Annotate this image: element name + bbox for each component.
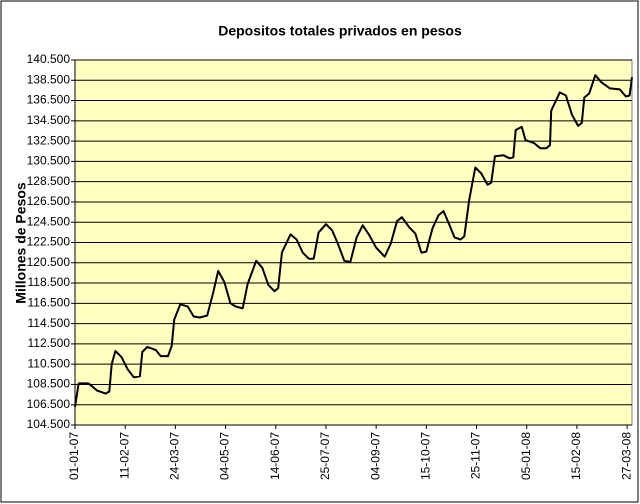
x-tick-label: 25-07-07	[318, 432, 332, 480]
x-tick-label: 24-03-07	[168, 432, 182, 480]
y-tick-label: 122.500	[27, 235, 71, 249]
data-line	[74, 74, 633, 407]
x-tick-label: 04-05-07	[218, 432, 232, 480]
y-tick-label: 104.500	[27, 417, 71, 431]
x-tick-label: 15-10-07	[419, 432, 433, 480]
y-tick-label: 138.500	[27, 72, 71, 86]
x-tick-label: 25-11-07	[469, 432, 483, 479]
x-tick-label: 11-02-07	[117, 432, 131, 479]
x-tick-label: 27-03-08	[619, 432, 633, 480]
x-tick-label: 15-02-08	[569, 432, 583, 480]
x-tick-label: 04-09-07	[368, 432, 382, 480]
x-tick-label: 05-01-08	[519, 432, 533, 480]
y-tick-label: 108.500	[27, 377, 71, 391]
chart-title: Depositos totales privados en pesos	[218, 23, 462, 39]
y-tick-label: 124.500	[27, 214, 71, 228]
y-tick-label: 136.500	[27, 93, 71, 107]
y-tick-label: 134.500	[27, 113, 71, 127]
y-tick-label: 114.500	[28, 316, 71, 330]
y-tick-label: 132.500	[27, 133, 71, 147]
y-axis-label: Millones de Pesos	[13, 182, 29, 304]
y-tick-label: 140.500	[27, 52, 71, 66]
y-tick-label: 126.500	[27, 194, 71, 208]
y-tick-label: 116.500	[28, 296, 71, 310]
x-tick-label: 01-01-07	[67, 432, 81, 480]
y-tick-label: 120.500	[27, 255, 71, 269]
y-tick-label: 118.500	[28, 275, 71, 289]
y-tick-label: 130.500	[27, 154, 71, 168]
y-tick-label: 128.500	[27, 174, 71, 188]
y-tick-label: 110.500	[28, 356, 71, 370]
x-tick-label: 14-06-07	[268, 432, 282, 480]
y-tick-label: 106.500	[27, 397, 71, 411]
y-tick-label: 112.500	[28, 336, 71, 350]
